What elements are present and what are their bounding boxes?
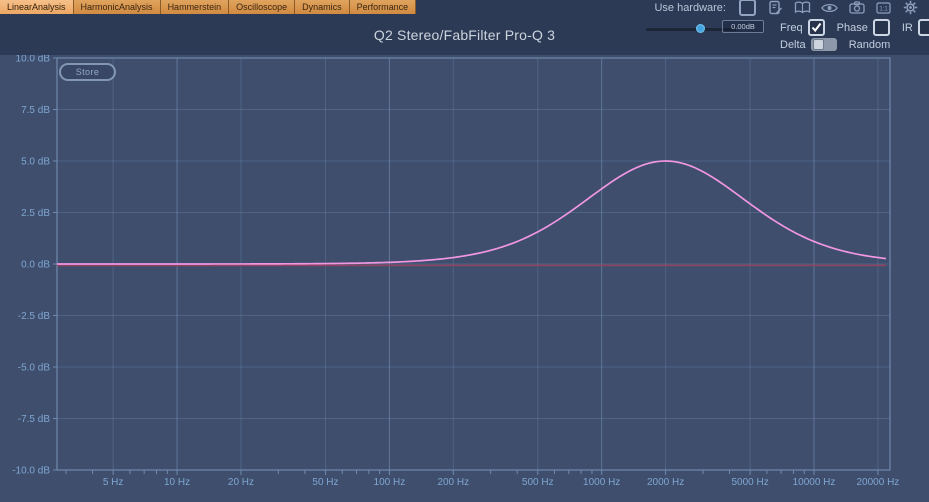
ir-checkbox[interactable] (917, 19, 929, 36)
y-tick-label: 0.0 dB (21, 260, 50, 271)
delta-random-row: Delta Random (780, 38, 890, 51)
x-tick-label: 10 Hz (164, 477, 190, 488)
ir-label: IR (901, 21, 913, 34)
tab-linearanalysis[interactable]: LinearAnalysis (0, 0, 74, 14)
y-tick-label: 2.5 dB (21, 208, 50, 219)
gain-slider[interactable] (646, 23, 736, 35)
use-hardware-label: Use hardware: (654, 1, 726, 14)
svg-text:1:1: 1:1 (879, 6, 888, 12)
one-to-one-icon[interactable]: 1:1 (875, 0, 892, 15)
tab-hammerstein[interactable]: Hammerstein (160, 0, 230, 14)
y-tick-label: 7.5 dB (21, 105, 50, 116)
gain-value-field[interactable]: 0.00dB (722, 20, 764, 33)
x-tick-label: 100 Hz (374, 477, 406, 488)
y-tick-label: -10.0 dB (12, 466, 50, 477)
store-button[interactable]: Store (59, 63, 116, 81)
x-tick-label: 50 Hz (312, 477, 338, 488)
x-tick-label: 20000 Hz (857, 477, 900, 488)
chart-title: Q2 Stereo/FabFilter Pro-Q 3 (373, 27, 556, 43)
use-hardware-checkbox[interactable] (739, 0, 756, 16)
x-tick-label: 200 Hz (437, 477, 469, 488)
random-label: Random (848, 38, 891, 51)
x-tick-label: 5 Hz (103, 477, 124, 488)
gain-slider-track[interactable] (646, 28, 736, 31)
delta-label: Delta (780, 38, 806, 51)
gear-icon[interactable] (902, 0, 919, 15)
freq-checkbox[interactable] (807, 19, 825, 36)
y-tick-label: 5.0 dB (21, 157, 50, 168)
magnitude-response-curve (57, 160, 887, 265)
gain-slider-handle[interactable] (696, 24, 706, 33)
y-tick-label: -7.5 dB (18, 414, 51, 425)
tab-oscilloscope[interactable]: Oscilloscope (229, 0, 296, 14)
book-icon[interactable] (794, 0, 811, 15)
x-tick-label: 500 Hz (522, 477, 554, 488)
x-tick-label: 20 Hz (228, 477, 254, 488)
note-edit-icon[interactable] (767, 0, 784, 15)
x-tick-label: 5000 Hz (731, 477, 768, 488)
y-tick-label: -2.5 dB (18, 311, 51, 322)
curve-toggles-row: Freq Phase IR (780, 19, 929, 36)
toggle-knob (812, 39, 824, 50)
x-tick-label: 2000 Hz (647, 477, 684, 488)
phase-label: Phase (836, 21, 868, 34)
delta-random-toggle[interactable] (810, 38, 837, 51)
tab-harmonicanalysis[interactable]: HarmonicAnalysis (73, 0, 161, 14)
toolbar-icons: 1:1 (767, 0, 919, 15)
camera-icon[interactable] (848, 0, 865, 15)
hardware-toolbar: Use hardware: 1:1 (654, 0, 919, 16)
tab-performance[interactable]: Performance (349, 0, 417, 14)
eye-icon[interactable] (821, 0, 838, 15)
x-tick-label: 10000 Hz (793, 477, 836, 488)
freq-label: Freq (780, 21, 803, 34)
tab-dynamics[interactable]: Dynamics (295, 0, 350, 14)
y-tick-label: 10.0 dB (16, 54, 51, 65)
y-tick-label: -5.0 dB (18, 363, 51, 374)
tab-bar: LinearAnalysis HarmonicAnalysis Hammerstei… (0, 0, 417, 14)
header-bar: LinearAnalysis HarmonicAnalysis Hammerstei… (0, 0, 929, 55)
phase-checkbox[interactable] (872, 19, 890, 36)
check-icon (811, 22, 821, 33)
analysis-controls: 0.00dB Freq Phase IR Delta Random (640, 19, 929, 55)
x-tick-label: 1000 Hz (583, 477, 620, 488)
